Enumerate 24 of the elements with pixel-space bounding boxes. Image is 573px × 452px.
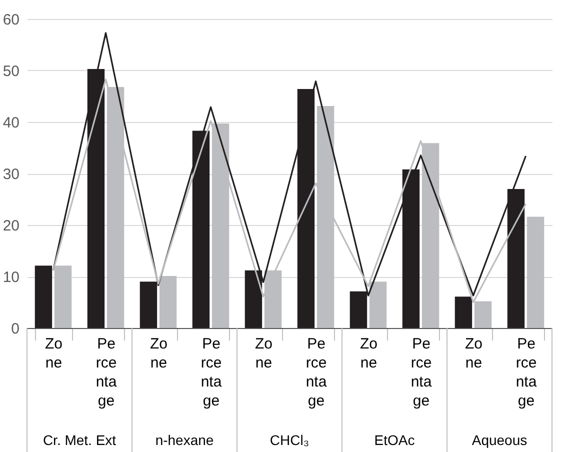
y-tick-label: 20 [2, 218, 20, 234]
x-tick-label: Zone [44, 336, 63, 372]
y-tick-label: 0 [11, 320, 20, 338]
text: n-hexane [155, 432, 214, 448]
x-tick-label: Percentage [306, 336, 328, 410]
x-tick-label: Zone [464, 336, 483, 372]
text: CHCl₃ [270, 432, 310, 448]
y-tick-label: 50 [2, 63, 20, 80]
y-tick-label: 40 [2, 114, 20, 132]
y-tick-label: 10 [2, 269, 20, 286]
x-tick-label: Percentage [96, 336, 118, 410]
text: EtOAc [374, 432, 415, 448]
x-tick-label: Percentage [410, 336, 432, 410]
x-tick-label: Zone [150, 336, 168, 372]
x-tick-label: Percentage [516, 336, 538, 410]
x-tick-label: Zone [254, 336, 273, 372]
x-tick-label: Zone [360, 336, 378, 372]
bar [454, 296, 472, 328]
y-tick-label: 30 [2, 166, 20, 183]
bar [526, 216, 544, 328]
text: Cr. Met. Ext [42, 432, 116, 448]
y-tick-label: 60 [2, 12, 20, 28]
text: Aqueous [472, 432, 528, 448]
x-tick-label: Percentage [200, 336, 222, 410]
